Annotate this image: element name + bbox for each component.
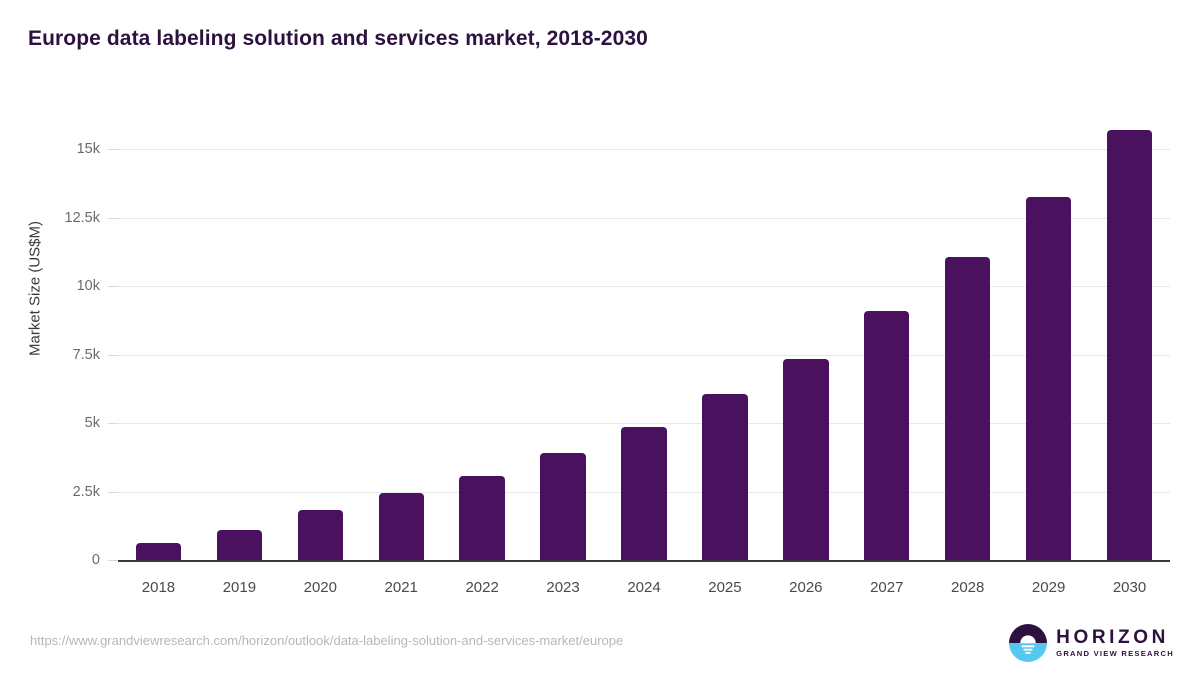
bar[interactable]: [621, 426, 667, 560]
horizon-circle-logo-icon: [1009, 624, 1048, 662]
y-tick-mark: [108, 423, 118, 425]
y-tick-mark: [108, 149, 118, 151]
bar[interactable]: [1025, 197, 1072, 560]
chart-title: Europe data labeling solution and servic…: [28, 27, 648, 50]
footer: https://www.grandviewresearch.com/horizo…: [0, 612, 1200, 675]
x-tick-label: 2030: [1112, 579, 1147, 596]
bar[interactable]: [135, 543, 182, 560]
bar[interactable]: [216, 529, 263, 560]
plot-area: Market Size (US$M) 0 2.5k 5k 7.5k 10k 12.5k 15…: [27, 130, 1170, 596]
x-tick-label: 2019: [222, 579, 257, 596]
y-tick-label: 10k: [76, 278, 100, 295]
gridline: [118, 354, 1170, 356]
bar[interactable]: [297, 510, 343, 560]
y-tick-mark: [108, 491, 118, 493]
bar[interactable]: [1106, 130, 1153, 560]
gridline: [118, 149, 1170, 151]
gridline: [118, 217, 1170, 219]
x-tick-label: 2021: [384, 579, 418, 596]
y-tick-label: 2.5k: [72, 483, 100, 500]
x-tick-label: 2022: [465, 579, 499, 596]
y-tick-label: 5k: [84, 415, 100, 432]
y-tick-mark: [108, 354, 118, 356]
gridline: [118, 423, 1170, 425]
x-tick-label: 2023: [546, 579, 580, 596]
bar[interactable]: [783, 358, 829, 560]
horizon-logo[interactable]: HORIZON GRAND VIEW RESEARCH: [1009, 621, 1174, 665]
logo-subtitle: GRAND VIEW RESEARCH: [1056, 649, 1174, 659]
x-tick-label: 2025: [708, 579, 742, 596]
x-tick-label: 2027: [870, 579, 904, 596]
gridline: [118, 286, 1170, 288]
bar[interactable]: [945, 257, 991, 560]
y-tick-mark: [108, 217, 118, 219]
y-tick-label: 15k: [76, 141, 100, 158]
logo-text: HORIZON GRAND VIEW RESEARCH: [1056, 628, 1174, 658]
bar[interactable]: [540, 453, 586, 560]
y-tick-label: 7.5k: [72, 346, 100, 363]
y-tick-label: 12.5k: [64, 209, 100, 226]
source-url-link[interactable]: https://www.grandviewresearch.com/horizo…: [30, 633, 624, 648]
bar[interactable]: [702, 393, 748, 560]
y-tick-label: 0: [91, 552, 100, 568]
bar[interactable]: [864, 311, 910, 560]
x-tick-label: 2018: [141, 579, 176, 596]
x-tick-label: 2028: [951, 579, 985, 596]
x-tick-label: 2026: [789, 579, 823, 596]
x-tick-label: 2024: [627, 579, 661, 596]
logo-title: HORIZON: [1056, 627, 1169, 649]
x-tick-label: 2020: [303, 579, 337, 596]
x-tick-label: 2029: [1031, 579, 1066, 596]
bar[interactable]: [459, 476, 505, 560]
y-tick-mark: [108, 286, 118, 288]
x-axis-line: [118, 560, 1170, 562]
bar[interactable]: [378, 493, 424, 560]
y-tick-mark: [108, 560, 118, 561]
